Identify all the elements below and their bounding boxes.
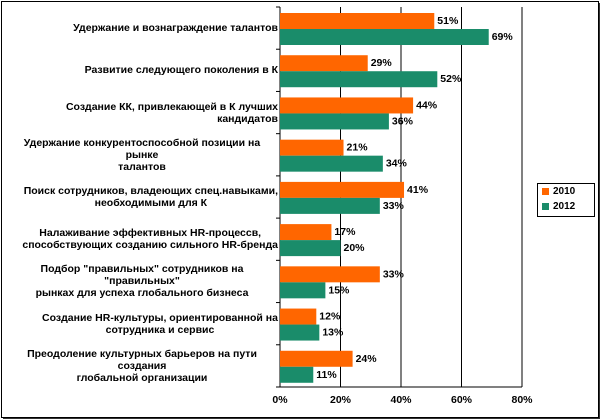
bar-2010 (280, 224, 332, 241)
x-tick-label: 40% (390, 394, 412, 406)
bar-2012 (280, 324, 320, 341)
data-label-2012: 33% (383, 200, 405, 212)
bar-2010 (280, 139, 344, 156)
category-label-line: глобальной организации (76, 371, 208, 384)
data-label-2012: 52% (440, 73, 462, 85)
data-label-2012: 11% (316, 369, 337, 381)
bar-2010 (280, 266, 380, 283)
data-label-2010: 41% (407, 184, 429, 196)
legend-label: 2012 (553, 201, 576, 212)
data-label-2010: 21% (347, 142, 369, 154)
legend-swatch (542, 203, 549, 210)
bar-2010 (280, 350, 353, 367)
category-label-line: Удержание конкурентоспособной позиции на… (23, 136, 261, 161)
data-label-2012: 13% (322, 327, 344, 339)
bar-2012 (280, 197, 380, 214)
category-label: Преодоление культурных барьеров на пути … (6, 347, 278, 385)
category-label: Удержание и вознаграждение талантов (6, 9, 278, 47)
bar-2012 (280, 282, 326, 299)
legend-swatch (542, 188, 549, 195)
data-label-2010: 12% (319, 311, 341, 323)
category-label-line: Создание КК, привлекающей в К лучших кан… (65, 100, 278, 125)
legend-label: 2010 (553, 186, 576, 197)
legend-item: 2012 (538, 199, 594, 214)
bar-2012 (280, 240, 341, 257)
data-label-2010: 24% (356, 353, 378, 365)
data-label-2010: 33% (383, 268, 405, 280)
data-label-2012: 15% (328, 284, 350, 296)
x-tick-label: 20% (330, 394, 352, 406)
category-label-line: необходимыми для К (94, 196, 208, 209)
category-label-line: Удержание и вознаграждение талантов (73, 22, 278, 35)
bar-2012 (280, 71, 438, 88)
category-label: Поиск сотрудников, владеющих спец.навыка… (6, 178, 278, 216)
bar-2012 (280, 113, 389, 130)
data-label-2012: 69% (492, 31, 514, 43)
data-label-2012: 34% (386, 158, 408, 170)
category-label: Удержание конкурентоспособной позиции на… (6, 136, 278, 174)
x-tick-label: 0% (272, 394, 288, 406)
data-label-2012: 36% (392, 115, 414, 127)
bar-2012 (280, 366, 314, 383)
category-label-line: рынках для успеха глобального бизнеса (35, 287, 249, 300)
x-tick-label: 60% (451, 394, 473, 406)
data-label-2010: 51% (437, 15, 459, 27)
category-label-line: Развитие следующего поколения в К (84, 64, 278, 77)
category-label-line: способствующих созданию сильного HR-брен… (22, 239, 278, 252)
category-label: Налаживание эффективных HR-процессв, спос… (6, 220, 278, 258)
bar-2010 (280, 97, 414, 114)
x-tick-label: 80% (511, 394, 533, 406)
bar-2010 (280, 13, 435, 29)
bar-2010 (280, 181, 405, 198)
bar-2010 (280, 55, 368, 72)
category-label-line: Создание HR-культуры, ориентированной на (42, 311, 278, 324)
category-label: Создание КК, привлекающей в К лучших кан… (6, 93, 278, 131)
legend-item: 2010 (538, 184, 594, 199)
bar-2010 (280, 308, 317, 325)
legend: 2010 2012 (537, 183, 595, 217)
category-label: Подбор "правильных" сотрудников на "прав… (6, 262, 278, 300)
category-label-line: талантов (118, 160, 166, 173)
data-label-2012: 20% (344, 242, 366, 254)
category-label-line: Поиск сотрудников, владеющих спец.навыка… (23, 184, 278, 197)
category-label-line: сотрудника и сервис (105, 323, 215, 336)
category-label: Создание HR-культуры, ориентированной на… (6, 305, 278, 343)
data-label-2010: 29% (371, 57, 393, 69)
bar-2012 (280, 155, 383, 172)
category-label-line: Преодоление культурных барьеров на пути … (27, 347, 257, 372)
bar-2012 (280, 29, 489, 45)
category-label-line: Налаживание эффективных HR-процессв, (39, 227, 262, 240)
data-label-2010: 17% (334, 226, 356, 238)
category-label-line: Подбор "правильных" сотрудников на "прав… (40, 263, 244, 288)
category-label: Развитие следующего поколения в К (6, 51, 278, 89)
data-label-2010: 44% (416, 99, 438, 111)
